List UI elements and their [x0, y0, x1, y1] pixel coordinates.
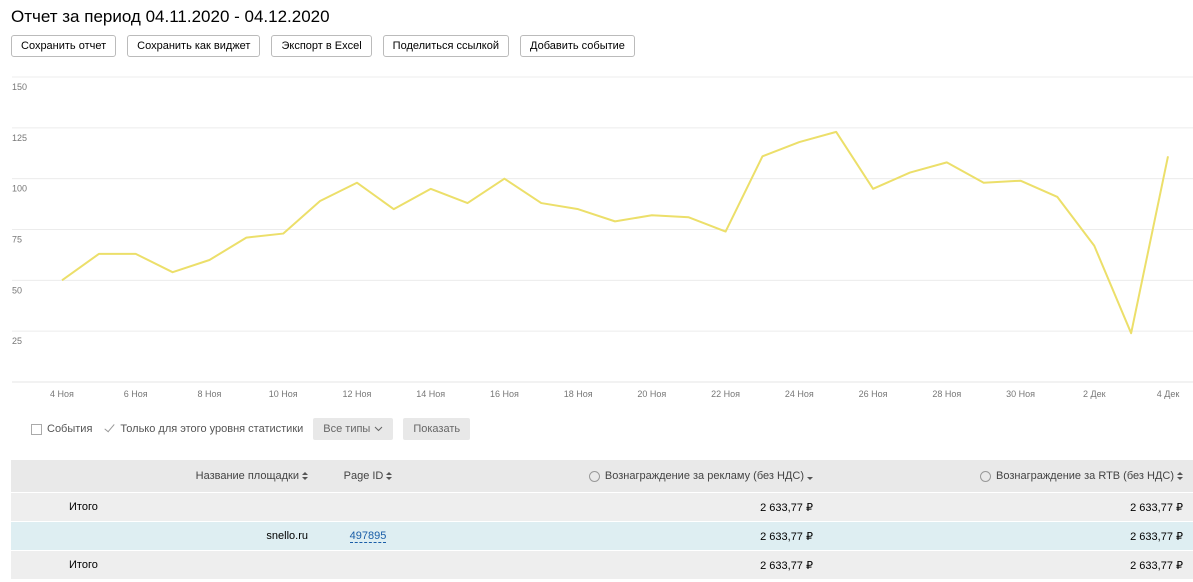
x-tick-label: 14 Ноя [416, 389, 445, 399]
x-tick-label: 2 Дек [1083, 389, 1106, 399]
page-id-link[interactable]: 497895 [349, 530, 387, 543]
col-header[interactable]: Название площадки [11, 460, 318, 493]
cell: Итого [11, 550, 318, 579]
x-tick-label: 4 Дек [1157, 389, 1180, 399]
col-header[interactable]: Вознаграждение за рекламу (без НДС) [418, 460, 823, 493]
events-checkbox[interactable] [31, 423, 42, 435]
types-dropdown[interactable]: Все типы [313, 418, 394, 440]
page-title: Отчет за период 04.11.2020 - 04.12.2020 [11, 7, 330, 26]
col-header[interactable]: Page ID [318, 460, 418, 493]
x-tick-label: 18 Ноя [564, 389, 593, 399]
save-report-button[interactable]: Сохранить отчет [11, 35, 117, 57]
x-tick-label: 30 Ноя [1006, 389, 1035, 399]
col-title: Вознаграждение за RTB (без НДС) [996, 470, 1174, 482]
x-tick-label: 26 Ноя [859, 389, 888, 399]
add-event-button[interactable]: Добавить событие [520, 35, 635, 57]
save-widget-button[interactable]: Сохранить как виджет [127, 35, 261, 57]
cell: 2 633,77 ₽ [822, 550, 1193, 579]
sort-icon [806, 472, 813, 481]
stats-table: Название площадки Page ID Вознаграждение… [11, 460, 1193, 579]
col-title: Название площадки [195, 470, 299, 482]
help-icon[interactable] [588, 470, 600, 482]
filters: События Только для этого уровня статисти… [31, 418, 471, 440]
header-row: Название площадки Page ID Вознаграждение… [11, 460, 1193, 493]
x-tick-label: 16 Ноя [490, 389, 519, 399]
x-tick-label: 4 Ноя [50, 389, 74, 399]
sort-icon [1177, 472, 1183, 481]
x-tick-label: 6 Ноя [124, 389, 148, 399]
x-tick-label: 22 Ноя [711, 389, 740, 399]
cell: 497895 [318, 521, 418, 551]
x-tick-label: 20 Ноя [637, 389, 666, 399]
x-tick-label: 8 Ноя [198, 389, 222, 399]
cell: 2 633,77 ₽ [822, 521, 1193, 551]
y-tick-label: 100 [12, 184, 27, 194]
export-excel-button[interactable]: Экспорт в Excel [271, 35, 372, 57]
total-row: Итого 2 633,77 ₽ 2 633,77 ₽ [11, 550, 1193, 579]
chevron [374, 426, 383, 432]
y-tick-label: 25 [12, 336, 22, 346]
events-label: События [47, 423, 93, 435]
total-row: Итого 2 633,77 ₽ 2 633,77 ₽ [11, 492, 1193, 522]
y-tick-label: 125 [12, 133, 27, 143]
sort-icon [302, 472, 308, 481]
col-header[interactable]: Вознаграждение за RTB (без НДС) [822, 460, 1193, 493]
cell: 2 633,77 ₽ [418, 521, 823, 551]
x-tick-label: 10 Ноя [269, 389, 298, 399]
types-label: Все типы [323, 423, 371, 435]
y-tick-label: 50 [12, 285, 22, 295]
level-checkbox[interactable] [104, 423, 116, 435]
x-tick-label: 12 Ноя [342, 389, 371, 399]
y-tick-label: 150 [12, 82, 27, 92]
cell: 2 633,77 ₽ [822, 492, 1193, 522]
chart: 25 50 75 100 125 150 4 Ноя 6 Ноя 8 Ноя 10 Ноя 12 Н… [12, 76, 1193, 399]
sort-icon [386, 472, 393, 481]
cell: 2 633,77 ₽ [418, 550, 823, 579]
cell [318, 492, 418, 522]
toolbar: Сохранить отчет Сохранить как виджет Экс… [11, 35, 635, 57]
x-tick-label: 28 Ноя [932, 389, 961, 399]
level-label: Только для этого уровня статистики [120, 423, 304, 435]
data-line [61, 130, 1169, 335]
cell: snello.ru [11, 521, 318, 551]
help-icon[interactable] [980, 470, 991, 482]
col-title: Вознаграждение за рекламу (без НДС) [604, 470, 804, 482]
site-row: snello.ru 497895 2 633,77 ₽ 2 633,77 ₽ [11, 521, 1193, 551]
cell [318, 550, 418, 579]
cell: Итого [11, 492, 318, 522]
col-title: Page ID [343, 470, 384, 482]
show-button[interactable]: Показать [403, 418, 471, 440]
x-tick-label: 24 Ноя [785, 389, 814, 399]
cell: 2 633,77 ₽ [418, 492, 823, 522]
share-link-button[interactable]: Поделиться ссылкой [382, 35, 509, 57]
y-tick-label: 75 [12, 235, 22, 245]
